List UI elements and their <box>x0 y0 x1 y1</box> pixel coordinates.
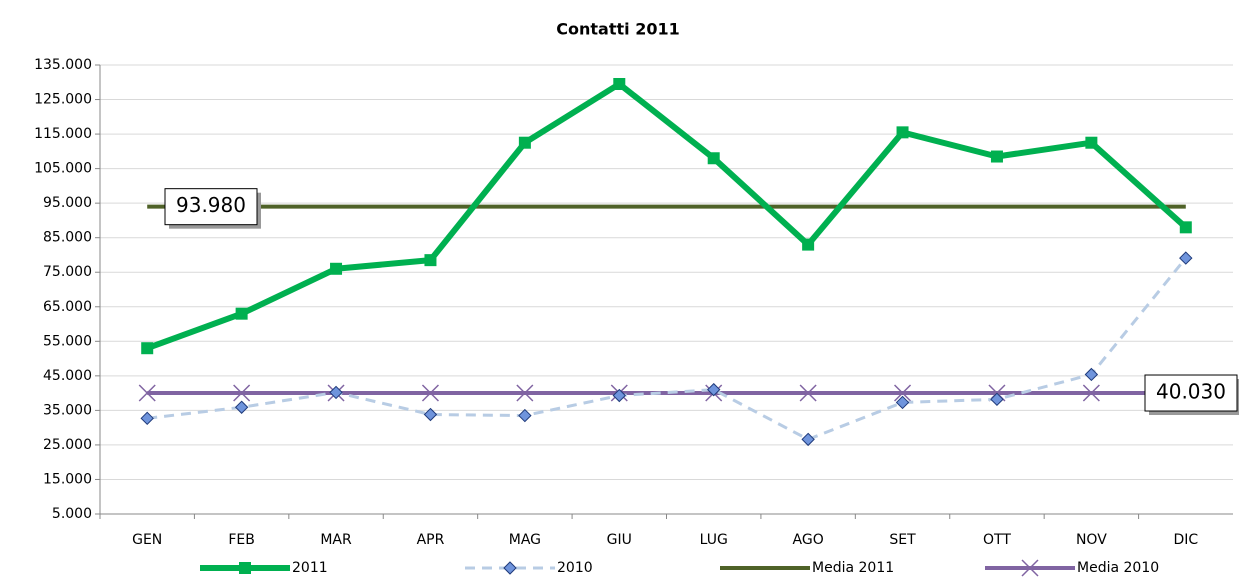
legend-label: 2010 <box>557 560 593 576</box>
point <box>329 385 343 400</box>
point <box>799 384 817 402</box>
point <box>801 432 815 447</box>
point <box>990 392 1004 407</box>
series-line <box>147 257 1187 441</box>
annotation-box <box>164 188 258 226</box>
x-tick-label: AGO <box>793 532 824 548</box>
point <box>612 388 626 403</box>
point <box>707 152 720 165</box>
y-tick-label: 25.000 <box>43 437 92 453</box>
x-tick-label: DIC <box>1173 532 1198 548</box>
point <box>235 307 248 320</box>
x-tick-label: SET <box>889 532 916 548</box>
point <box>518 136 531 149</box>
annotation-label: 93.980 <box>176 193 246 217</box>
point <box>613 77 626 90</box>
point <box>330 262 343 275</box>
x-tick-label: OTT <box>983 532 1011 548</box>
y-tick-label: 45.000 <box>43 368 92 384</box>
annotation-box <box>1144 374 1238 412</box>
point <box>503 561 517 575</box>
point <box>140 411 154 426</box>
legend-label: Media 2011 <box>812 560 894 576</box>
x-tick-label: MAG <box>509 532 541 548</box>
point <box>896 126 909 139</box>
point <box>424 254 437 267</box>
point <box>239 562 251 574</box>
x-tick-label: LUG <box>700 532 728 548</box>
point <box>1179 221 1192 234</box>
y-tick-label: 55.000 <box>43 333 92 349</box>
y-tick-label: 85.000 <box>43 230 92 246</box>
point <box>1179 251 1193 265</box>
x-tick-label: GEN <box>132 532 162 548</box>
y-tick-label: 35.000 <box>43 402 92 418</box>
point <box>990 150 1003 163</box>
point <box>802 238 815 251</box>
legend-item: 2011 <box>200 560 328 576</box>
legend-item: Media 2011 <box>720 560 894 576</box>
point <box>895 395 910 410</box>
point <box>1021 559 1039 577</box>
point <box>233 384 251 402</box>
y-tick-label: 75.000 <box>43 264 92 280</box>
legend-item: 2010 <box>465 560 593 576</box>
chart-title: Contatti 2011 <box>556 20 679 39</box>
x-tick-label: GIU <box>607 532 632 548</box>
legend-label: Media 2010 <box>1077 560 1159 576</box>
x-tick-label: MAR <box>320 532 352 548</box>
y-tick-label: 135.000 <box>34 57 92 73</box>
annotation-label: 40.030 <box>1156 380 1226 404</box>
y-tick-label: 115.000 <box>34 126 92 142</box>
y-tick-label: 125.000 <box>34 92 92 108</box>
point <box>518 408 532 423</box>
point <box>423 407 438 422</box>
x-tick-label: APR <box>417 532 445 548</box>
point <box>1084 367 1099 382</box>
point <box>516 384 534 402</box>
point <box>1085 136 1098 149</box>
y-tick-label: 105.000 <box>34 161 92 177</box>
legend-item: Media 2010 <box>985 559 1159 577</box>
point <box>138 384 156 402</box>
point <box>707 382 721 397</box>
y-tick-label: 15.000 <box>43 471 92 487</box>
point <box>894 384 912 402</box>
point <box>1082 384 1100 402</box>
series-line <box>146 80 1188 352</box>
annotation: 93.980 <box>164 188 261 229</box>
x-tick-label: NOV <box>1076 532 1107 548</box>
legend-label: 2011 <box>292 560 328 576</box>
annotation: 40.030 <box>1144 374 1239 416</box>
x-tick-label: FEB <box>228 532 255 548</box>
y-tick-label: 65.000 <box>43 299 92 315</box>
point <box>421 384 439 402</box>
point <box>234 400 249 414</box>
y-tick-label: 5.000 <box>52 506 92 522</box>
y-tick-label: 95.000 <box>43 195 92 211</box>
point <box>141 342 154 355</box>
